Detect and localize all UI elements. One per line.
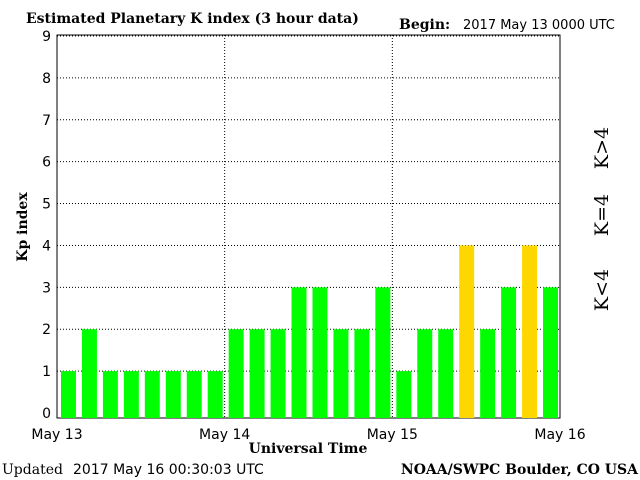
legend-high: K>4 <box>591 127 613 169</box>
y-tick-label: 6 <box>42 155 51 171</box>
updated-label: Updated <box>2 462 63 478</box>
kp-bar <box>480 329 496 418</box>
source-credit: NOAA/SWPC Boulder, CO USA <box>401 462 639 478</box>
legend-mid: K=4 <box>591 194 613 236</box>
begin-label: Begin: <box>399 17 450 33</box>
grid-lines <box>57 35 560 418</box>
x-tick-label: May 15 <box>367 427 418 443</box>
y-axis-title: Kp index <box>15 192 31 262</box>
y-tick-label: 8 <box>42 71 51 87</box>
kp-bar <box>207 371 223 418</box>
kp-bar <box>102 371 118 418</box>
updated-value: 2017 May 16 00:30:03 UTC <box>73 462 264 478</box>
y-tick-label: 9 <box>42 29 51 45</box>
bars <box>61 245 558 418</box>
kp-bar <box>417 329 433 418</box>
chart-title: Estimated Planetary K index (3 hour data… <box>26 11 359 27</box>
kp-bar <box>144 371 160 418</box>
x-axis-title: Universal Time <box>249 441 368 457</box>
kp-bar <box>438 329 454 418</box>
kp-bar <box>123 371 139 418</box>
x-tick-label: May 13 <box>31 427 82 443</box>
x-tick-labels: May 13 May 14 May 15 May 16 <box>31 427 585 443</box>
plot-frame <box>56 34 561 419</box>
y-tick-label: 4 <box>42 238 51 254</box>
kp-bar <box>228 329 244 418</box>
kp-bar <box>165 371 181 418</box>
x-tick-label: May 16 <box>534 427 585 443</box>
kp-bar <box>354 329 370 418</box>
y-tick-labels: 0 1 2 3 4 5 6 7 8 9 <box>42 29 51 422</box>
kp-bar <box>270 329 286 418</box>
kp-bar <box>459 245 475 418</box>
y-tick-label: 2 <box>42 322 51 338</box>
begin-value: 2017 May 13 0000 UTC <box>463 18 615 33</box>
kp-bar <box>333 329 349 418</box>
y-tick-label: 5 <box>42 197 51 213</box>
kp-bar <box>375 287 391 418</box>
kp-bar <box>249 329 265 418</box>
kp-bar <box>186 371 202 418</box>
y-tick-label: 1 <box>42 364 51 380</box>
y-tick-label: 0 <box>42 406 51 422</box>
kp-bar <box>81 329 97 418</box>
kp-bar <box>61 371 76 418</box>
kp-bar <box>501 287 517 418</box>
kp-bar <box>396 371 412 418</box>
kp-bar <box>522 245 538 418</box>
kp-bar <box>291 287 307 418</box>
kp-bar <box>312 287 328 418</box>
y-tick-label: 7 <box>42 113 51 129</box>
kp-bar <box>543 287 558 418</box>
legend: K<4 K=4 K>4 <box>591 127 613 311</box>
legend-low: K<4 <box>591 269 613 311</box>
y-tick-label: 3 <box>42 280 51 296</box>
x-tick-label: May 14 <box>199 427 250 443</box>
